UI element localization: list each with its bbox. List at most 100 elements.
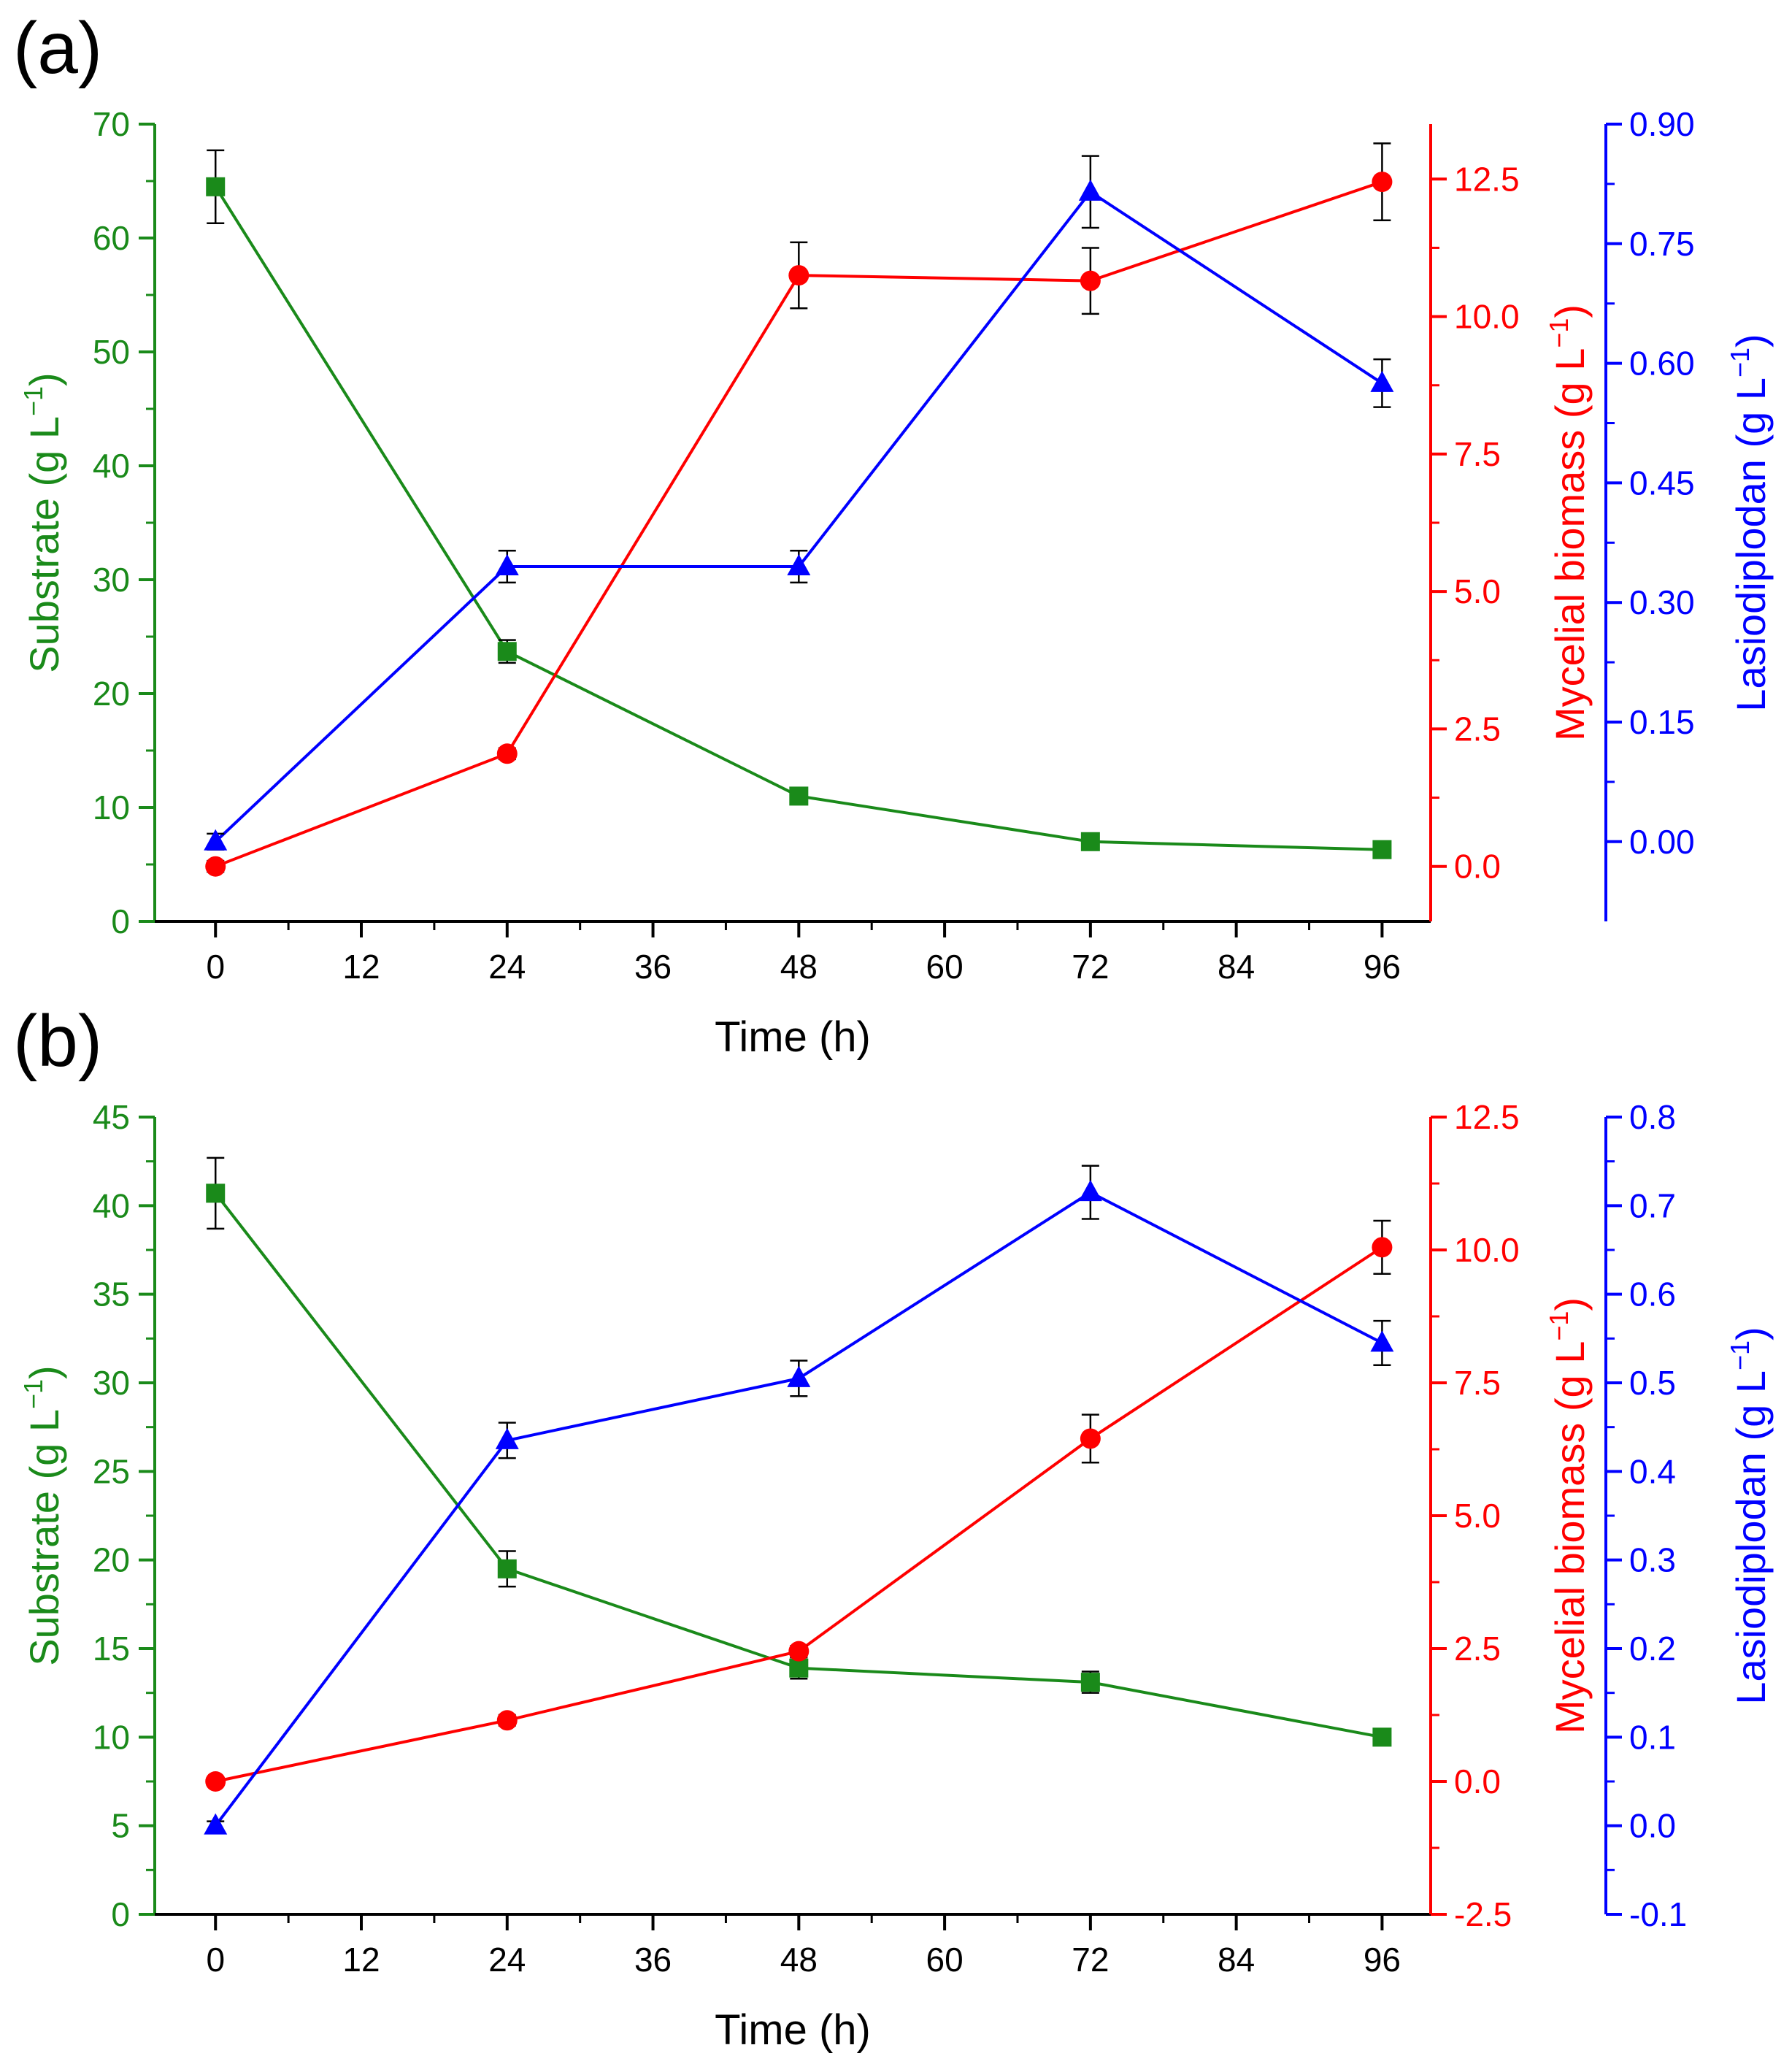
right-y-lasiodiplodan-tick-label: 0.7 bbox=[1629, 1186, 1676, 1224]
x-tick-label: 48 bbox=[780, 948, 818, 986]
right-y-lasiodiplodan-tick-label: 0.15 bbox=[1629, 703, 1695, 741]
mycelial-biomass-point bbox=[496, 743, 518, 764]
x-tick-label: 72 bbox=[1072, 948, 1109, 986]
right-y-lasiodiplodan-tick-label: 0.75 bbox=[1629, 225, 1695, 263]
left-y-tick-label: 0 bbox=[111, 1895, 130, 1933]
lasiodiplodan-point bbox=[204, 829, 228, 851]
lasiodiplodan-point bbox=[495, 554, 519, 576]
lasiodiplodan-point bbox=[787, 554, 811, 576]
right-y-biomass-tick-label: 12.5 bbox=[1454, 1098, 1520, 1136]
right-y-lasiodiplodan-tick-label: 0.5 bbox=[1629, 1364, 1676, 1402]
lasiodiplodan-point bbox=[1078, 179, 1102, 201]
left-y-axis-title: Substrate (g L−1) bbox=[18, 372, 67, 672]
lasiodiplodan-point bbox=[204, 1813, 228, 1835]
right-y-biomass-tick-label: 0.0 bbox=[1454, 848, 1501, 886]
substrate-point bbox=[1372, 1727, 1392, 1747]
panel-b-plot: 0 12 24 36 48 60 72 84 96 Time (h) 0 5 10 15 20 25 30 35 4… bbox=[18, 1098, 1774, 2054]
right-y-biomass-tick-label: 2.5 bbox=[1454, 710, 1501, 748]
x-tick-label: 96 bbox=[1364, 948, 1401, 986]
right-y-biomass-tick-label: 0.0 bbox=[1454, 1762, 1501, 1800]
x-tick-label: 48 bbox=[780, 1941, 818, 1979]
x-tick-label: 24 bbox=[488, 1941, 526, 1979]
mycelial-biomass-point bbox=[205, 856, 226, 877]
mycelial-biomass-point bbox=[1080, 270, 1101, 291]
substrate-point bbox=[789, 786, 809, 806]
right-y-lasiodiplodan-tick-label: 0.30 bbox=[1629, 583, 1695, 621]
left-y-tick-label: 60 bbox=[93, 219, 130, 257]
substrate-point bbox=[497, 1559, 517, 1578]
left-y-tick-label: 20 bbox=[93, 675, 130, 713]
left-y-tick-label: 45 bbox=[93, 1098, 130, 1136]
left-y-tick-label: 10 bbox=[93, 1718, 130, 1756]
mycelial-biomass-point bbox=[1080, 1428, 1101, 1449]
right-y-lasiodiplodan-tick-label: 0.00 bbox=[1629, 823, 1695, 861]
x-tick-label: 0 bbox=[206, 1941, 225, 1979]
panel-label-b: (b) bbox=[13, 1000, 102, 1082]
x-tick-label: 84 bbox=[1218, 948, 1255, 986]
substrate-point bbox=[1372, 840, 1392, 859]
substrate-point bbox=[1080, 832, 1100, 851]
right-y-biomass-tick-label: 7.5 bbox=[1454, 435, 1501, 473]
right-y-biomass-tick-label: 5.0 bbox=[1454, 1497, 1501, 1535]
right-y-biomass-tick-label: -2.5 bbox=[1454, 1895, 1512, 1933]
x-tick-label: 0 bbox=[206, 948, 225, 986]
left-y-tick-label: 5 bbox=[111, 1807, 130, 1845]
x-tick-label: 60 bbox=[926, 1941, 964, 1979]
x-tick-label: 24 bbox=[488, 948, 526, 986]
right-y-biomass-axis-title: Mycelial biomass (g L−1) bbox=[1544, 304, 1593, 741]
right-y-lasiodiplodan-axis-title: Lasiodiplodan (g L−1) bbox=[1725, 1327, 1774, 1704]
right-y-lasiodiplodan-tick-label: 0.2 bbox=[1629, 1630, 1676, 1668]
left-y-tick-label: 30 bbox=[93, 1364, 130, 1402]
left-y-tick-label: 35 bbox=[93, 1275, 130, 1313]
right-y-lasiodiplodan-tick-label: 0.90 bbox=[1629, 105, 1695, 143]
mycelial-biomass-point bbox=[788, 1641, 810, 1662]
left-y-tick-label: 40 bbox=[93, 1186, 130, 1224]
x-axis-label: Time (h) bbox=[715, 2006, 871, 2054]
left-y-tick-label: 50 bbox=[93, 333, 130, 371]
lasiodiplodan-point bbox=[1370, 1330, 1394, 1352]
substrate-point bbox=[497, 642, 517, 661]
x-tick-label: 12 bbox=[342, 948, 380, 986]
mycelial-biomass-point bbox=[1372, 1237, 1393, 1258]
mycelial-biomass-point bbox=[1372, 172, 1393, 193]
x-tick-label: 72 bbox=[1072, 1941, 1109, 1979]
lasiodiplodan-point bbox=[1370, 370, 1394, 392]
x-axis-label: Time (h) bbox=[715, 1013, 871, 1061]
right-y-lasiodiplodan-tick-label: 0.60 bbox=[1629, 345, 1695, 383]
left-y-tick-label: 10 bbox=[93, 789, 130, 826]
left-y-axis-title: Substrate (g L−1) bbox=[18, 1365, 67, 1665]
right-y-biomass-tick-label: 10.0 bbox=[1454, 1231, 1520, 1269]
panel-b: (b) 0 12 24 36 48 60 72 84 96 Time (h) 0 5 10 15 20 25 3… bbox=[13, 1000, 1774, 2054]
substrate-point bbox=[1080, 1673, 1100, 1692]
panel-a-plot: 0 12 24 36 48 60 72 84 96 Time (h) 0 10 20 30 40 50 60 70… bbox=[18, 105, 1774, 1061]
substrate-point bbox=[206, 1183, 226, 1203]
x-tick-label: 96 bbox=[1364, 1941, 1401, 1979]
mycelial-biomass-point bbox=[788, 265, 810, 286]
right-y-lasiodiplodan-tick-label: 0.3 bbox=[1629, 1541, 1676, 1579]
right-y-lasiodiplodan-tick-label: 0.4 bbox=[1629, 1452, 1676, 1490]
lasiodiplodan-point bbox=[1078, 1180, 1102, 1202]
right-y-biomass-tick-label: 2.5 bbox=[1454, 1630, 1501, 1668]
right-y-biomass-axis-title: Mycelial biomass (g L−1) bbox=[1544, 1297, 1593, 1734]
right-y-lasiodiplodan-axis-title: Lasiodiplodan (g L−1) bbox=[1725, 334, 1774, 711]
panel-label-a: (a) bbox=[13, 7, 102, 89]
right-y-lasiodiplodan-tick-label: 0.6 bbox=[1629, 1275, 1676, 1313]
left-y-tick-label: 40 bbox=[93, 447, 130, 485]
right-y-lasiodiplodan-tick-label: 0.0 bbox=[1629, 1807, 1676, 1845]
right-y-lasiodiplodan-tick-label: 0.45 bbox=[1629, 464, 1695, 502]
right-y-lasiodiplodan-tick-label: -0.1 bbox=[1629, 1895, 1687, 1933]
right-y-biomass-tick-label: 7.5 bbox=[1454, 1364, 1501, 1402]
x-tick-label: 84 bbox=[1218, 1941, 1255, 1979]
lasiodiplodan-point bbox=[495, 1427, 519, 1449]
right-y-biomass-tick-label: 12.5 bbox=[1454, 160, 1520, 198]
left-y-tick-label: 20 bbox=[93, 1541, 130, 1579]
substrate-point bbox=[789, 1658, 809, 1678]
left-y-tick-label: 25 bbox=[93, 1452, 130, 1490]
mycelial-biomass-point bbox=[496, 1710, 518, 1731]
left-y-tick-label: 30 bbox=[93, 561, 130, 599]
panel-a: (a) 0 12 24 36 48 60 72 84 96 Time (h) 0 10 20 30 40 50… bbox=[13, 7, 1774, 1061]
left-y-tick-label: 0 bbox=[111, 902, 130, 940]
